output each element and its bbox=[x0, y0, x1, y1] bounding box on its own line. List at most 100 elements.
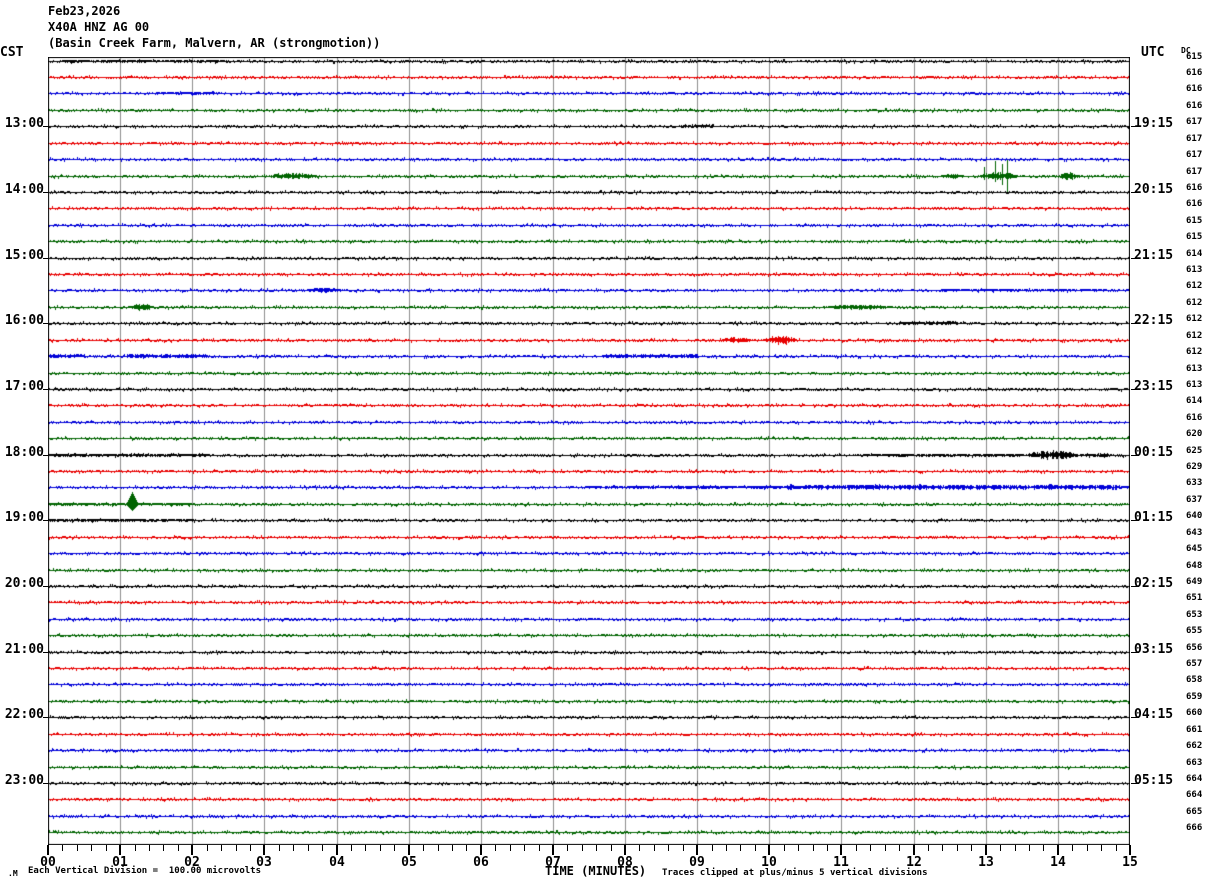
dc-value: 617 bbox=[1186, 167, 1203, 177]
x-minor-tick bbox=[1072, 845, 1073, 851]
x-minor-tick bbox=[726, 845, 727, 851]
dc-value: 617 bbox=[1186, 150, 1203, 160]
x-minor-tick bbox=[308, 845, 309, 851]
x-minor-tick bbox=[293, 845, 294, 851]
dc-value: 637 bbox=[1186, 495, 1203, 505]
dc-value: 612 bbox=[1186, 298, 1203, 308]
x-minor-tick bbox=[91, 845, 92, 851]
x-minor-tick bbox=[798, 845, 799, 851]
seismogram-traces[interactable] bbox=[48, 57, 1130, 845]
x-minor-tick bbox=[178, 845, 179, 851]
x-minor-tick bbox=[221, 845, 222, 851]
seismogram-plot-area[interactable] bbox=[48, 57, 1130, 845]
x-minor-tick bbox=[899, 845, 900, 851]
x-minor-tick bbox=[236, 845, 237, 851]
x-major-tick bbox=[480, 845, 482, 855]
x-minor-tick bbox=[740, 845, 741, 851]
utc-hour-label: 23:15 bbox=[1134, 379, 1174, 394]
x-tick-label: 12 bbox=[906, 855, 922, 870]
right-hour-tick bbox=[1131, 586, 1139, 587]
cst-hour-label: 22:00 bbox=[4, 707, 44, 722]
x-tick-label: 09 bbox=[689, 855, 705, 870]
x-minor-tick bbox=[870, 845, 871, 851]
dc-value: 616 bbox=[1186, 101, 1203, 111]
utc-hour-label: 22:15 bbox=[1134, 313, 1174, 328]
x-minor-tick bbox=[755, 845, 756, 851]
dc-value: 616 bbox=[1186, 68, 1203, 78]
x-tick-label: 00 bbox=[40, 855, 56, 870]
x-minor-tick bbox=[813, 845, 814, 851]
dc-value: 617 bbox=[1186, 117, 1203, 127]
dc-value: 648 bbox=[1186, 561, 1203, 571]
utc-hour-label: 01:15 bbox=[1134, 510, 1174, 525]
x-minor-tick bbox=[77, 845, 78, 851]
dc-value: 613 bbox=[1186, 380, 1203, 390]
left-hour-tick bbox=[43, 586, 48, 587]
dc-value: 664 bbox=[1186, 774, 1203, 784]
dc-value: 653 bbox=[1186, 610, 1203, 620]
dc-value: 665 bbox=[1186, 807, 1203, 817]
dc-value: 651 bbox=[1186, 593, 1203, 603]
x-major-tick bbox=[119, 845, 121, 855]
dc-value: 643 bbox=[1186, 528, 1203, 538]
x-minor-tick bbox=[827, 845, 828, 851]
x-tick-label: 05 bbox=[401, 855, 417, 870]
dc-value: 629 bbox=[1186, 462, 1203, 472]
cst-hour-label: 14:00 bbox=[4, 182, 44, 197]
cst-hour-label: 17:00 bbox=[4, 379, 44, 394]
right-hour-tick bbox=[1131, 520, 1139, 521]
left-hour-tick bbox=[43, 652, 48, 653]
dc-value: 664 bbox=[1186, 790, 1203, 800]
x-minor-tick bbox=[654, 845, 655, 851]
dc-value: 659 bbox=[1186, 692, 1203, 702]
dc-value: 661 bbox=[1186, 725, 1203, 735]
utc-hour-label: 00:15 bbox=[1134, 445, 1174, 460]
x-minor-tick bbox=[149, 845, 150, 851]
x-tick-label: 06 bbox=[473, 855, 489, 870]
left-hour-tick bbox=[43, 258, 48, 259]
left-hour-tick bbox=[43, 520, 48, 521]
dc-value: 658 bbox=[1186, 675, 1203, 685]
dc-value: 615 bbox=[1186, 216, 1203, 226]
x-major-tick bbox=[768, 845, 770, 855]
left-hour-tick bbox=[43, 455, 48, 456]
dc-value: 649 bbox=[1186, 577, 1203, 587]
x-minor-tick bbox=[611, 845, 612, 851]
x-major-tick bbox=[263, 845, 265, 855]
right-hour-tick bbox=[1131, 126, 1139, 127]
right-axis-title: UTC bbox=[1141, 45, 1165, 60]
x-minor-tick bbox=[135, 845, 136, 851]
cst-hour-label: 16:00 bbox=[4, 313, 44, 328]
x-minor-tick bbox=[250, 845, 251, 851]
x-minor-tick bbox=[582, 845, 583, 851]
scale-footnote: Each Vertical Division = 100.00 microvol… bbox=[28, 866, 261, 876]
right-hour-tick bbox=[1131, 455, 1139, 456]
x-minor-tick bbox=[163, 845, 164, 851]
cst-hour-label: 19:00 bbox=[4, 510, 44, 525]
left-hour-tick bbox=[43, 717, 48, 718]
cst-hour-label: 18:00 bbox=[4, 445, 44, 460]
x-axis-label: TIME (MINUTES) bbox=[545, 864, 647, 878]
x-minor-tick bbox=[1029, 845, 1030, 851]
x-major-tick bbox=[336, 845, 338, 855]
x-major-tick bbox=[552, 845, 554, 855]
dc-value: 612 bbox=[1186, 331, 1203, 341]
utc-hour-label: 04:15 bbox=[1134, 707, 1174, 722]
dc-value: 656 bbox=[1186, 643, 1203, 653]
clipping-footnote: Traces clipped at plus/minus 5 vertical … bbox=[662, 868, 928, 878]
x-major-tick bbox=[624, 845, 626, 855]
dc-value: 645 bbox=[1186, 544, 1203, 554]
x-tick-label: 07 bbox=[545, 855, 561, 870]
x-tick-label: 10 bbox=[761, 855, 777, 870]
cst-hour-label: 21:00 bbox=[4, 642, 44, 657]
title-date: Feb23,2026 bbox=[48, 4, 121, 18]
x-minor-tick bbox=[207, 845, 208, 851]
utc-hour-label: 19:15 bbox=[1134, 116, 1174, 131]
x-major-tick bbox=[696, 845, 698, 855]
x-minor-tick bbox=[668, 845, 669, 851]
x-minor-tick bbox=[942, 845, 943, 851]
x-minor-tick bbox=[438, 845, 439, 851]
dc-value: 616 bbox=[1186, 413, 1203, 423]
x-minor-tick bbox=[1116, 845, 1117, 851]
